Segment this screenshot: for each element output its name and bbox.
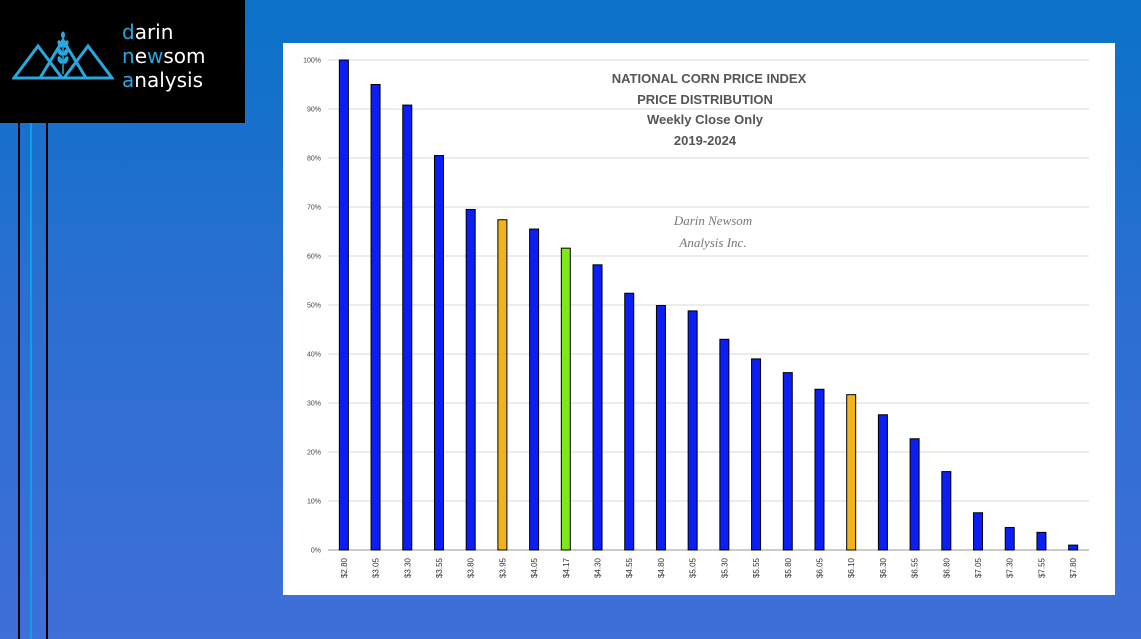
x-tick-label: $3.05 xyxy=(372,557,381,578)
decor-line-black-2 xyxy=(46,123,48,639)
chart-panel: 0% 10% 20% 30% 40% 50% 60% 70% 80% 90% 100% $2.80 $… xyxy=(283,43,1115,595)
watermark: Darin Newsom Analysis Inc. xyxy=(673,213,752,250)
bar xyxy=(402,104,413,551)
title-line-4: 2019-2024 xyxy=(674,133,737,148)
x-tick-label: $5.55 xyxy=(752,557,761,578)
bar xyxy=(370,84,381,551)
x-tick-label: $7.55 xyxy=(1037,557,1046,578)
bar xyxy=(973,512,984,551)
bar xyxy=(877,414,888,551)
bar xyxy=(941,471,952,551)
bar xyxy=(624,292,635,551)
bar xyxy=(655,304,666,551)
bar xyxy=(1068,544,1079,551)
title-line-1: NATIONAL CORN PRICE INDEX xyxy=(612,71,807,86)
price-distribution-chart: 0%10%20%30%40%50%60%70%80%90%100% $2.80 $… xyxy=(303,58,1089,578)
x-tick-label: $6.30 xyxy=(879,557,888,578)
x-tick-label: $7.05 xyxy=(974,557,983,578)
bar xyxy=(719,338,730,551)
title-line-2: PRICE DISTRIBUTION xyxy=(637,92,773,107)
brand-logo-box: darin newsom analysis xyxy=(0,0,245,123)
y-tick-label: 70% xyxy=(307,205,321,212)
y-tick-label: 80% xyxy=(307,156,321,163)
bar xyxy=(751,358,762,551)
bar xyxy=(465,208,476,551)
x-tick-label: $4.17 xyxy=(562,557,571,578)
x-tick-label: $3.55 xyxy=(435,557,444,578)
x-tick-label: $3.80 xyxy=(467,557,476,578)
x-tick-label: $7.80 xyxy=(1069,557,1078,578)
y-tick-label: 0% xyxy=(311,548,321,555)
bar xyxy=(592,264,603,551)
bar xyxy=(560,247,571,551)
y-tick-label: 100% xyxy=(303,58,321,65)
x-tick-label: $6.10 xyxy=(847,557,856,578)
bar xyxy=(1004,526,1015,551)
x-tick-label: $6.55 xyxy=(911,557,920,578)
chart-title: NATIONAL CORN PRICE INDEX PRICE DISTRIBU… xyxy=(612,71,807,148)
bar xyxy=(497,219,508,551)
x-tick-label: $4.80 xyxy=(657,557,666,578)
x-tick-label: $3.30 xyxy=(403,557,412,578)
bar xyxy=(909,438,920,551)
x-tick-label: $4.30 xyxy=(594,557,603,578)
brand-wordmark: darin newsom analysis xyxy=(122,20,206,92)
y-tick-label: 10% xyxy=(307,499,321,506)
x-tick-label: $2.80 xyxy=(340,557,349,578)
bar xyxy=(782,372,793,551)
y-tick-label: 50% xyxy=(307,303,321,310)
x-tick-label: $5.80 xyxy=(784,557,793,578)
x-tick-label: $4.05 xyxy=(530,557,539,578)
bar xyxy=(687,310,698,551)
y-tick-label: 30% xyxy=(307,401,321,408)
y-axis-ticks: 0% 10% 20% 30% 40% 50% 60% 70% 80% 90% 100% xyxy=(303,58,321,555)
bar xyxy=(846,394,857,551)
title-line-3: Weekly Close Only xyxy=(647,112,764,127)
y-tick-label: 60% xyxy=(307,254,321,261)
y-tick-label: 40% xyxy=(307,352,321,359)
x-tick-label: $4.55 xyxy=(625,557,634,578)
x-tick-label: $6.05 xyxy=(815,557,824,578)
y-tick-label: 90% xyxy=(307,107,321,114)
bar xyxy=(814,388,825,551)
x-axis-ticks: $2.80 $3.05 $3.30 $3.55 $3.80 $3.95 $4.05 $4.17… xyxy=(340,557,1078,578)
bars xyxy=(338,59,1079,551)
bar xyxy=(338,59,349,551)
x-tick-label: $5.30 xyxy=(720,557,729,578)
decor-line-black-1 xyxy=(18,123,20,639)
watermark-line-2: Analysis Inc. xyxy=(678,235,746,250)
decor-line-blue xyxy=(30,123,32,639)
bar xyxy=(1036,531,1047,551)
x-tick-label: $7.30 xyxy=(1006,557,1015,578)
bar xyxy=(433,155,444,551)
wheat-mountains-icon xyxy=(12,31,114,80)
x-tick-label: $5.05 xyxy=(689,557,698,578)
watermark-line-1: Darin Newsom xyxy=(673,213,752,228)
y-tick-label: 20% xyxy=(307,450,321,457)
bar xyxy=(529,228,540,551)
gridlines xyxy=(328,59,1089,551)
x-tick-label: $6.80 xyxy=(942,557,951,578)
x-tick-label: $3.95 xyxy=(498,557,507,578)
